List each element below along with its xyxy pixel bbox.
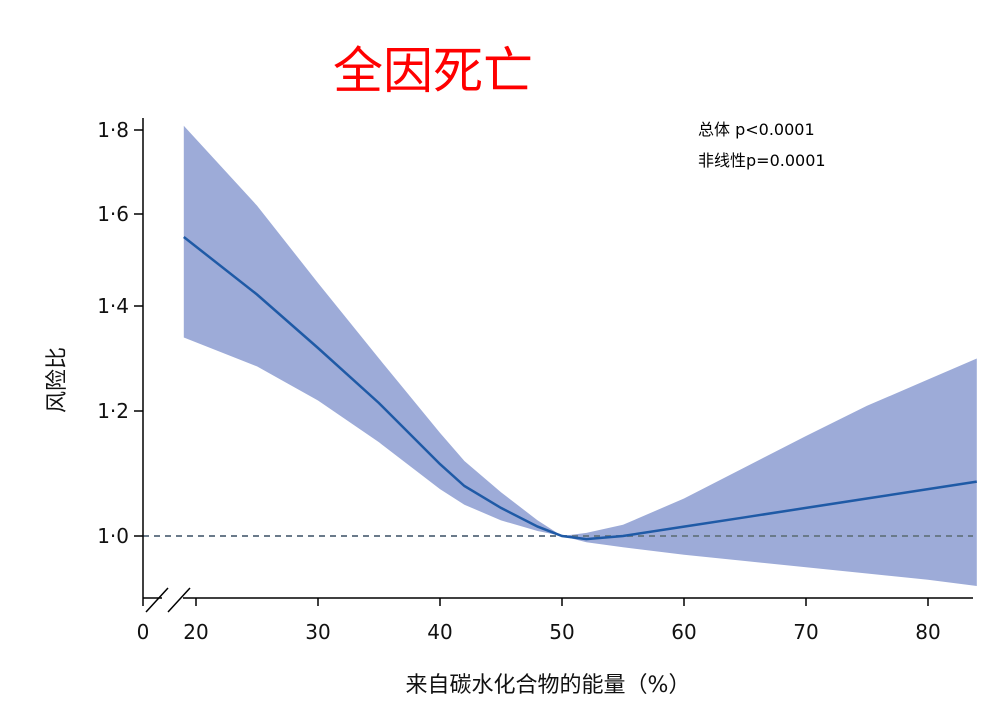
axis-break-mark — [145, 587, 169, 613]
x-tick-label: 40 — [427, 620, 452, 644]
y-tick-label: 1·2 — [97, 399, 129, 423]
chart-title: 全因死亡 — [333, 42, 533, 100]
x-tick-label: 30 — [305, 620, 330, 644]
y-axis-label: 风险比 — [45, 347, 70, 413]
annotation-overall-p: 总体 p<0.0001 — [698, 120, 815, 139]
x-tick-label: 0 — [137, 620, 150, 644]
axis-break-mark — [167, 587, 191, 613]
x-tick-label: 50 — [549, 620, 574, 644]
x-tick-label: 20 — [183, 620, 208, 644]
hazard-ratio-line — [183, 236, 977, 541]
line-layer — [183, 236, 977, 541]
y-tick-label: 1·0 — [97, 524, 129, 548]
x-tick-label: 70 — [793, 620, 818, 644]
confidence-band — [183, 125, 977, 587]
axes: 1·0 1·2 1·4 1·6 1·8 0 20 30 40 50 60 70 80 — [97, 118, 973, 644]
y-tick-label: 1·6 — [97, 202, 129, 226]
y-tick-label: 1·4 — [97, 294, 129, 318]
annotation-nonlinear-p: 非线性p=0.0001 — [698, 151, 826, 170]
x-tick-label: 80 — [915, 620, 940, 644]
x-tick-label: 60 — [671, 620, 696, 644]
x-axis-label: 来自碳水化合物的能量（%） — [406, 673, 691, 698]
confidence-band-layer — [183, 125, 977, 587]
y-tick-label: 1·8 — [97, 118, 129, 142]
